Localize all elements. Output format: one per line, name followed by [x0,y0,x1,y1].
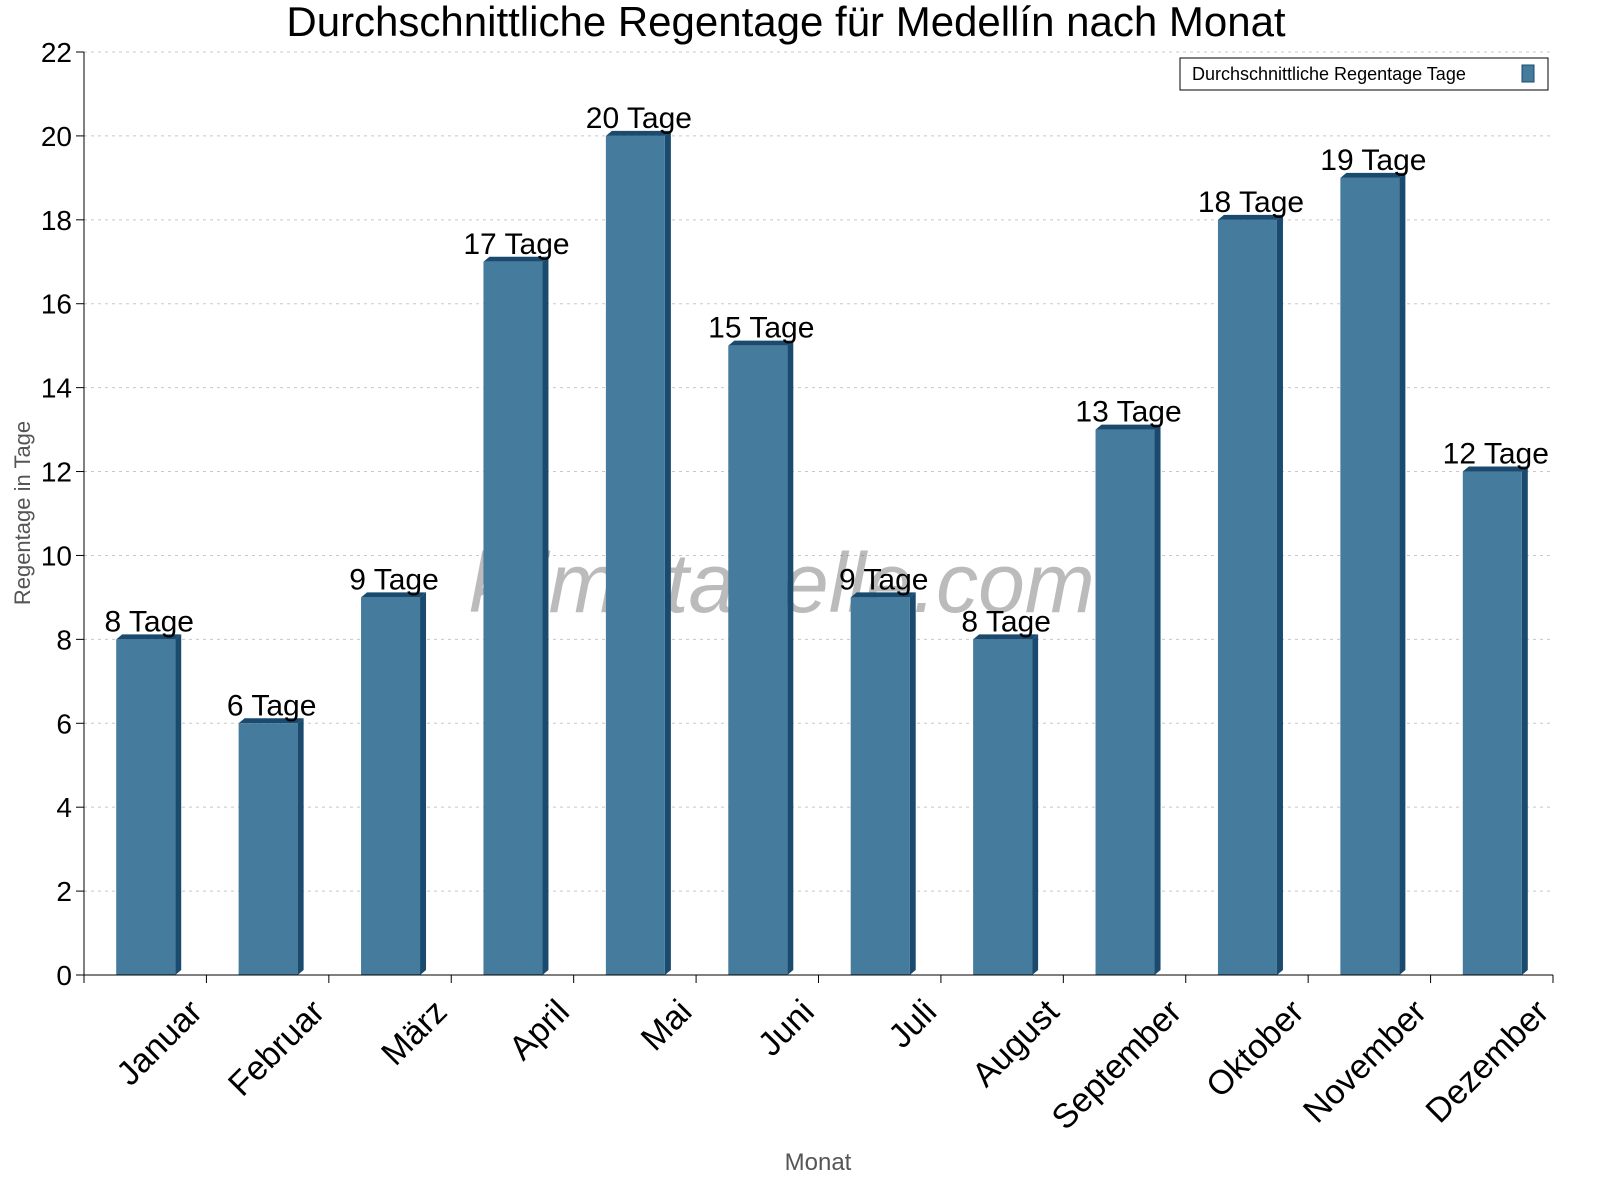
bar-group: 13 Tage [1075,396,1182,975]
x-tick-label: Juli [881,993,944,1056]
bar-group: 6 Tage [227,689,317,975]
bar-side [1032,634,1039,975]
x-tick-label: April [502,993,577,1068]
y-axis-label: Regentage in Tage [10,421,35,605]
bar-top [1217,214,1283,220]
bar-top [1340,172,1406,178]
x-tick-label: Februar [221,993,332,1104]
x-tick-label: August [965,992,1067,1094]
y-tick-label: 20 [41,121,72,152]
data-label: 18 Tage [1198,186,1304,219]
bar-side [664,130,671,976]
bar-top [361,592,427,598]
y-tick-label: 10 [41,540,72,571]
y-tick-label: 18 [41,205,72,236]
bar-group: 9 Tage [839,563,929,975]
y-tick-label: 22 [41,37,72,68]
bar-side [297,718,304,975]
x-tick-label: Oktober [1199,993,1311,1105]
y-tick-label: 6 [56,708,72,739]
data-label: 9 Tage [349,563,439,596]
bar-group: 17 Tage [463,228,570,976]
legend-swatch [1521,64,1535,83]
x-tick-label: Mai [634,993,700,1059]
bar [116,639,176,975]
bar-group: 8 Tage [961,605,1051,975]
x-tick-label: Dezember [1419,993,1557,1131]
bar-group: 9 Tage [349,563,439,975]
bar-side [542,256,549,976]
data-label: 15 Tage [708,312,814,345]
y-tick-label: 16 [41,289,72,320]
data-label: 8 Tage [961,605,1051,638]
bar-side [1521,466,1528,975]
y-tick-label: 8 [56,624,72,655]
bar-top [483,256,549,262]
x-tick-label: November [1296,993,1434,1131]
bar-group: 12 Tage [1443,438,1549,975]
data-label: 9 Tage [839,563,929,596]
bar-side [787,340,794,975]
bar [850,597,910,975]
bar-side [1399,172,1406,975]
data-label: 17 Tage [463,228,569,261]
bar [361,597,421,975]
x-tick-label: Januar [109,993,209,1093]
bar-side [175,634,182,975]
data-label: 19 Tage [1320,144,1426,177]
bar-group: 18 Tage [1198,186,1304,975]
bar [1462,471,1522,975]
data-label: 20 Tage [586,102,692,135]
bar [1217,219,1277,975]
bar [238,723,298,975]
y-tick-label: 4 [56,792,72,823]
bar-top [238,718,304,724]
bar [605,135,665,976]
bar-side [1154,424,1161,975]
bar [1340,177,1400,975]
y-tick-label: 2 [56,876,72,907]
bar-top [1095,424,1161,430]
x-axis-label: Monat [785,1149,852,1176]
bar-group: 15 Tage [708,312,814,975]
bar [483,261,543,976]
bar [1095,429,1155,975]
y-tick-label: 0 [56,960,72,991]
bar-top [850,592,916,598]
data-label: 8 Tage [104,605,194,638]
bar-group: 20 Tage [586,102,692,976]
bar-side [1276,214,1283,975]
bar-top [728,340,794,346]
bar-top [605,130,671,136]
bar-top [116,634,182,640]
bar-top [1462,466,1528,472]
x-tick-label: März [374,993,454,1073]
legend-label: Durchschnittliche Regentage Tage [1192,64,1466,84]
bar-side [420,592,427,975]
bar-group: 19 Tage [1320,144,1426,975]
bar [728,345,788,975]
bar-side [909,592,916,975]
data-label: 13 Tage [1075,396,1181,429]
bar [973,639,1033,975]
y-tick-label: 12 [41,457,72,488]
y-tick-label: 14 [41,373,72,404]
data-label: 6 Tage [227,689,317,722]
bar-group: 8 Tage [104,605,194,975]
bar-top [973,634,1039,640]
x-tick-label: September [1045,993,1189,1137]
x-tick-label: Juni [751,993,822,1064]
legend: Durchschnittliche Regentage Tage [1179,57,1549,91]
data-label: 12 Tage [1443,438,1549,471]
chart-title: Durchschnittliche Regentage für Medellín… [286,0,1286,45]
